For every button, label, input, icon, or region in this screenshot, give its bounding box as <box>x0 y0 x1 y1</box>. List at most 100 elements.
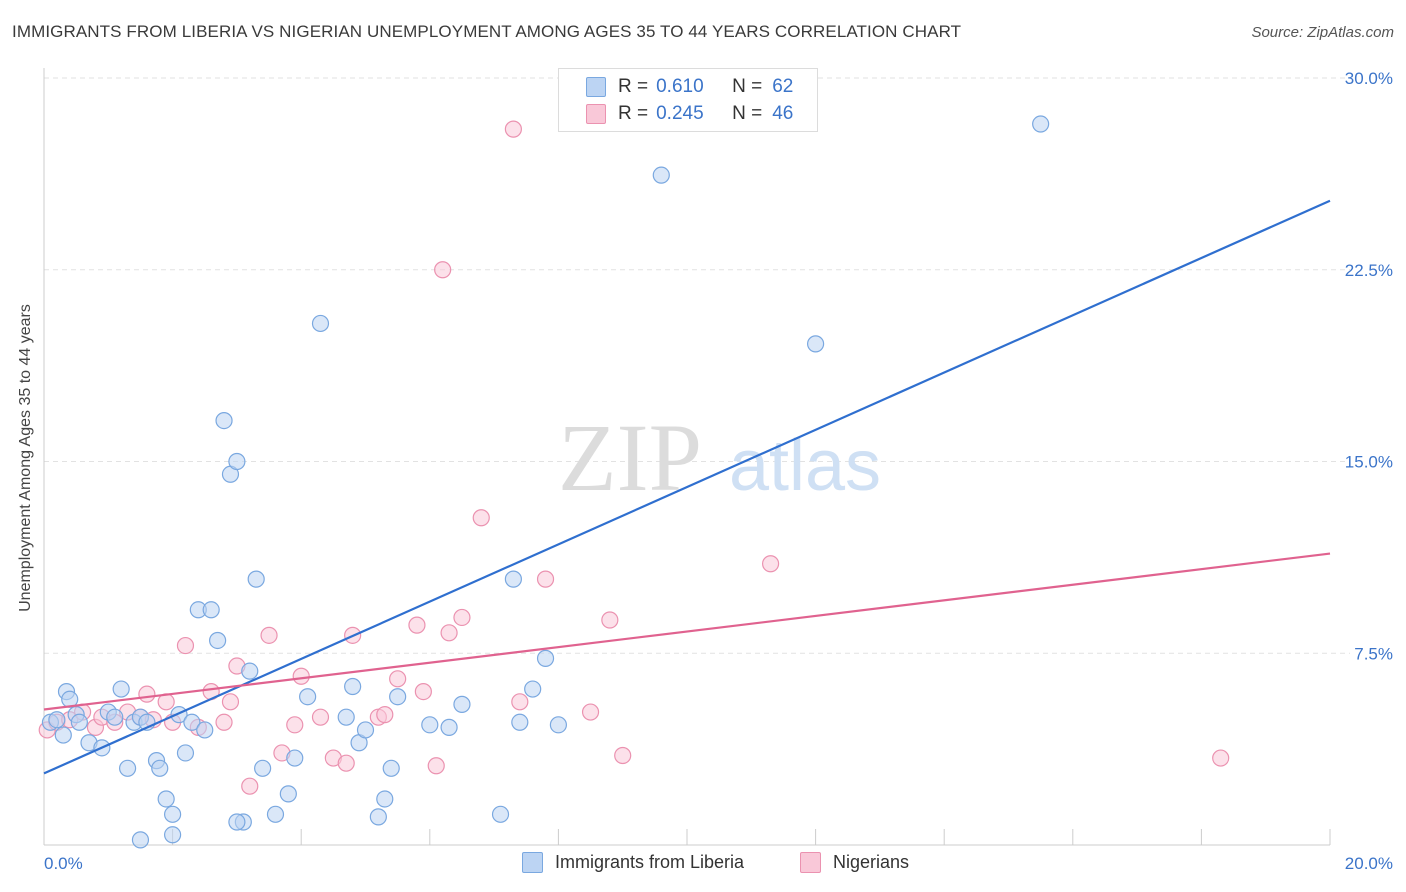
liberia-point <box>164 826 182 844</box>
liberia-point <box>286 749 304 767</box>
nigerian-point <box>221 693 240 711</box>
axis-layer: 7.5% 15.0% 22.5% 30.0% 0.0% 20.0% <box>43 68 1393 873</box>
y-tick-label: 22.5% <box>1345 261 1393 280</box>
liberia-point <box>209 631 227 650</box>
nigerian-point <box>761 555 780 573</box>
liberia-point <box>215 411 233 430</box>
nigerian-point <box>1212 749 1230 767</box>
watermark-atlas: atlas <box>729 426 881 506</box>
liberia-point <box>196 721 214 739</box>
liberia-point <box>382 759 400 777</box>
liberia-point <box>491 805 510 823</box>
nigerian-point <box>260 626 278 644</box>
nigerian-point <box>241 777 259 795</box>
trend-layer <box>43 199 1331 775</box>
liberia-point <box>247 570 265 588</box>
y-tick-label: 30.0% <box>1345 69 1393 88</box>
liberia-point <box>254 759 272 777</box>
liberia-point <box>228 452 246 471</box>
nigerian-point <box>376 706 394 724</box>
liberia-point <box>48 711 66 729</box>
nigerian-point <box>581 703 600 721</box>
source-label: Source: ZipAtlas.com <box>1251 24 1394 41</box>
liberia-point <box>1032 115 1050 133</box>
series-name-liberia: Immigrants from Liberia <box>555 852 745 872</box>
liberia-point <box>54 726 72 744</box>
points-layer <box>38 115 1230 849</box>
liberia-point <box>241 662 259 680</box>
liberia-point <box>652 166 670 184</box>
liberia-point <box>299 688 317 706</box>
y-tick-label: 7.5% <box>1354 644 1393 663</box>
nigerian-point <box>472 509 490 527</box>
liberia-point <box>112 680 130 698</box>
legend-n-label: N = <box>732 103 763 124</box>
liberia-point <box>228 813 246 831</box>
series-legend-nigerians[interactable]: Nigerians <box>800 852 909 873</box>
liberia-point <box>311 314 330 333</box>
liberia-point <box>106 708 124 726</box>
nigerian-point <box>511 693 529 711</box>
x-tick-label: 20.0% <box>1345 854 1393 873</box>
nigerian-point <box>414 682 432 701</box>
series-legend-liberia[interactable]: Immigrants from Liberia <box>522 852 744 873</box>
liberia-point <box>344 677 362 696</box>
liberia-point <box>806 335 825 353</box>
liberia-point <box>164 805 182 823</box>
liberia-point <box>183 713 201 731</box>
liberia-point <box>202 601 220 619</box>
legend-r-value: 0.245 <box>656 103 704 124</box>
liberia-point <box>421 716 439 734</box>
legend-r-label: R = <box>618 76 649 97</box>
nigerian-point <box>176 636 195 655</box>
nigerian-point <box>292 667 310 685</box>
nigerian-point <box>286 716 304 734</box>
watermark-zip: ZIP <box>558 404 702 511</box>
nigerian-point <box>337 754 355 772</box>
series-swatch-pink <box>800 852 821 873</box>
liberia-point <box>549 716 568 734</box>
liberia-point <box>279 785 297 803</box>
series-swatch-blue <box>522 852 543 873</box>
liberia-point <box>157 790 175 808</box>
legend-swatch-blue <box>586 77 606 97</box>
liberia-point <box>504 570 522 588</box>
x-tick-label: 0.0% <box>44 854 83 873</box>
nigerian-point <box>434 261 452 279</box>
nigerian-point <box>138 685 156 703</box>
liberia-point <box>369 808 387 826</box>
legend-n-value: 62 <box>772 76 794 97</box>
liberia-point <box>266 805 285 823</box>
legend-row-nigerians: R = 0.245 N = 46 <box>559 101 793 127</box>
legend-n-value: 46 <box>772 103 794 124</box>
nigerian-point <box>311 708 330 726</box>
legend-r-label: R = <box>618 103 649 124</box>
liberia-point <box>524 680 542 698</box>
liberia-point <box>376 790 394 808</box>
liberia-point <box>453 695 471 713</box>
liberia-point <box>176 744 195 762</box>
legend-swatch-pink <box>586 104 606 124</box>
nigerian-point <box>408 616 426 634</box>
liberia-point <box>389 688 407 706</box>
liberia-point <box>440 718 458 736</box>
nigerian-point <box>614 746 632 765</box>
liberia-point <box>70 713 88 731</box>
series-name-nigerians: Nigerians <box>833 852 910 872</box>
nigerian-trend-line <box>43 552 1331 711</box>
liberia-point <box>337 708 355 726</box>
liberia-point <box>118 759 137 777</box>
liberia-point <box>151 759 169 777</box>
nigerian-point <box>440 624 458 642</box>
chart-title: IMMIGRANTS FROM LIBERIA VS NIGERIAN UNEM… <box>12 22 962 41</box>
liberia-point <box>356 721 375 739</box>
nigerian-point <box>536 570 555 588</box>
nigerian-point <box>427 757 445 775</box>
nigerian-point <box>453 608 471 627</box>
legend-n-label: N = <box>732 76 763 97</box>
liberia-point <box>131 831 150 849</box>
liberia-point <box>511 713 529 731</box>
nigerian-point <box>389 670 407 688</box>
correlation-legend: R = 0.610 N = 62 R = 0.245 N = 46 <box>558 68 818 132</box>
nigerian-point <box>215 713 233 731</box>
